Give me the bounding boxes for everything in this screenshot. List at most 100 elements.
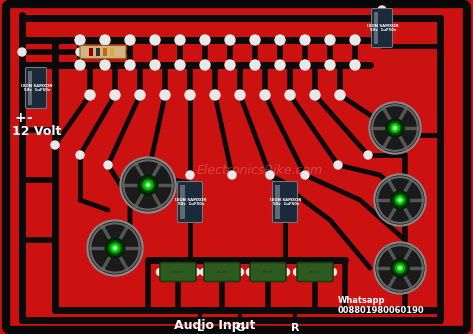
Circle shape <box>275 60 285 70</box>
Circle shape <box>374 174 426 226</box>
Circle shape <box>201 269 208 276</box>
Circle shape <box>395 195 405 205</box>
Circle shape <box>350 60 360 70</box>
Text: IXON SAMXON
50v  1uF50v: IXON SAMXON 50v 1uF50v <box>175 198 207 206</box>
Circle shape <box>300 35 310 45</box>
Circle shape <box>18 48 26 56</box>
FancyBboxPatch shape <box>371 8 393 47</box>
Circle shape <box>76 48 84 56</box>
FancyBboxPatch shape <box>177 181 202 222</box>
FancyBboxPatch shape <box>204 263 240 282</box>
Bar <box>374 12 378 44</box>
Circle shape <box>175 35 185 45</box>
Text: fnont: fnont <box>309 270 320 274</box>
Circle shape <box>393 193 407 207</box>
Bar <box>103 48 106 56</box>
Circle shape <box>250 35 260 45</box>
Circle shape <box>228 171 236 179</box>
Circle shape <box>175 60 185 70</box>
Circle shape <box>100 60 110 70</box>
Circle shape <box>145 182 151 188</box>
Circle shape <box>386 119 404 137</box>
Circle shape <box>369 102 421 154</box>
FancyBboxPatch shape <box>250 263 286 282</box>
Circle shape <box>75 35 85 45</box>
Circle shape <box>266 171 274 179</box>
Circle shape <box>371 104 419 152</box>
Circle shape <box>157 269 164 276</box>
Circle shape <box>330 269 336 276</box>
Circle shape <box>374 242 426 294</box>
Bar <box>275 185 280 219</box>
Circle shape <box>210 90 220 100</box>
Circle shape <box>193 269 200 276</box>
Circle shape <box>122 159 174 211</box>
Circle shape <box>100 35 110 45</box>
Circle shape <box>120 157 176 213</box>
FancyBboxPatch shape <box>272 181 298 222</box>
Text: -: - <box>26 111 32 125</box>
Circle shape <box>143 180 153 190</box>
Circle shape <box>376 176 424 224</box>
Circle shape <box>186 171 194 179</box>
Circle shape <box>110 243 120 253</box>
Circle shape <box>150 35 160 45</box>
FancyBboxPatch shape <box>26 67 46 109</box>
Circle shape <box>376 244 424 292</box>
Bar <box>110 48 114 56</box>
Circle shape <box>393 125 398 131</box>
Circle shape <box>225 35 235 45</box>
Circle shape <box>250 60 260 70</box>
Text: Whatsapp
008801980060190: Whatsapp 008801980060190 <box>338 296 425 315</box>
Circle shape <box>391 259 409 277</box>
Circle shape <box>300 60 310 70</box>
Bar <box>89 48 93 56</box>
Circle shape <box>51 141 59 149</box>
Circle shape <box>235 90 245 100</box>
Circle shape <box>391 191 409 209</box>
Circle shape <box>236 269 244 276</box>
Circle shape <box>397 266 403 271</box>
Text: IXON SAMXON
50v  1uF50v: IXON SAMXON 50v 1uF50v <box>367 24 399 32</box>
Text: IXON SAMXON
50v  1uF50v: IXON SAMXON 50v 1uF50v <box>270 198 302 206</box>
Circle shape <box>135 90 145 100</box>
Circle shape <box>200 35 210 45</box>
Circle shape <box>325 35 335 45</box>
Circle shape <box>397 197 403 203</box>
Circle shape <box>301 171 309 179</box>
Circle shape <box>388 121 402 135</box>
Circle shape <box>110 90 120 100</box>
Circle shape <box>112 245 118 251</box>
Circle shape <box>399 199 401 201</box>
Text: fnont: fnont <box>217 270 228 274</box>
Circle shape <box>114 247 116 249</box>
Circle shape <box>105 238 125 258</box>
Circle shape <box>125 35 135 45</box>
FancyBboxPatch shape <box>297 263 333 282</box>
Bar <box>28 71 32 105</box>
Circle shape <box>260 90 270 100</box>
Circle shape <box>185 90 195 100</box>
Circle shape <box>395 263 405 273</box>
Text: +: + <box>14 111 26 125</box>
Circle shape <box>294 269 300 276</box>
FancyBboxPatch shape <box>160 263 196 282</box>
Circle shape <box>335 90 345 100</box>
Circle shape <box>282 269 289 276</box>
Circle shape <box>396 131 404 139</box>
Circle shape <box>275 35 285 45</box>
Circle shape <box>87 220 143 276</box>
Circle shape <box>364 151 372 159</box>
Circle shape <box>350 35 360 45</box>
Circle shape <box>394 127 396 129</box>
Circle shape <box>89 222 141 274</box>
Circle shape <box>390 123 400 133</box>
Circle shape <box>104 161 112 169</box>
Circle shape <box>138 175 158 195</box>
Text: fnont: fnont <box>263 270 273 274</box>
Text: Audio Input: Audio Input <box>175 319 256 332</box>
Circle shape <box>334 161 342 169</box>
Circle shape <box>76 151 84 159</box>
Circle shape <box>125 60 135 70</box>
Circle shape <box>225 60 235 70</box>
